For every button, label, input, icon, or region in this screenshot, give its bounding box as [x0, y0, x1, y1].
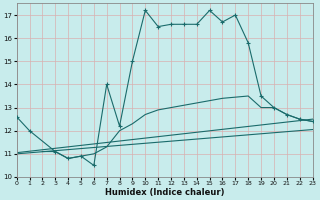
- X-axis label: Humidex (Indice chaleur): Humidex (Indice chaleur): [105, 188, 224, 197]
